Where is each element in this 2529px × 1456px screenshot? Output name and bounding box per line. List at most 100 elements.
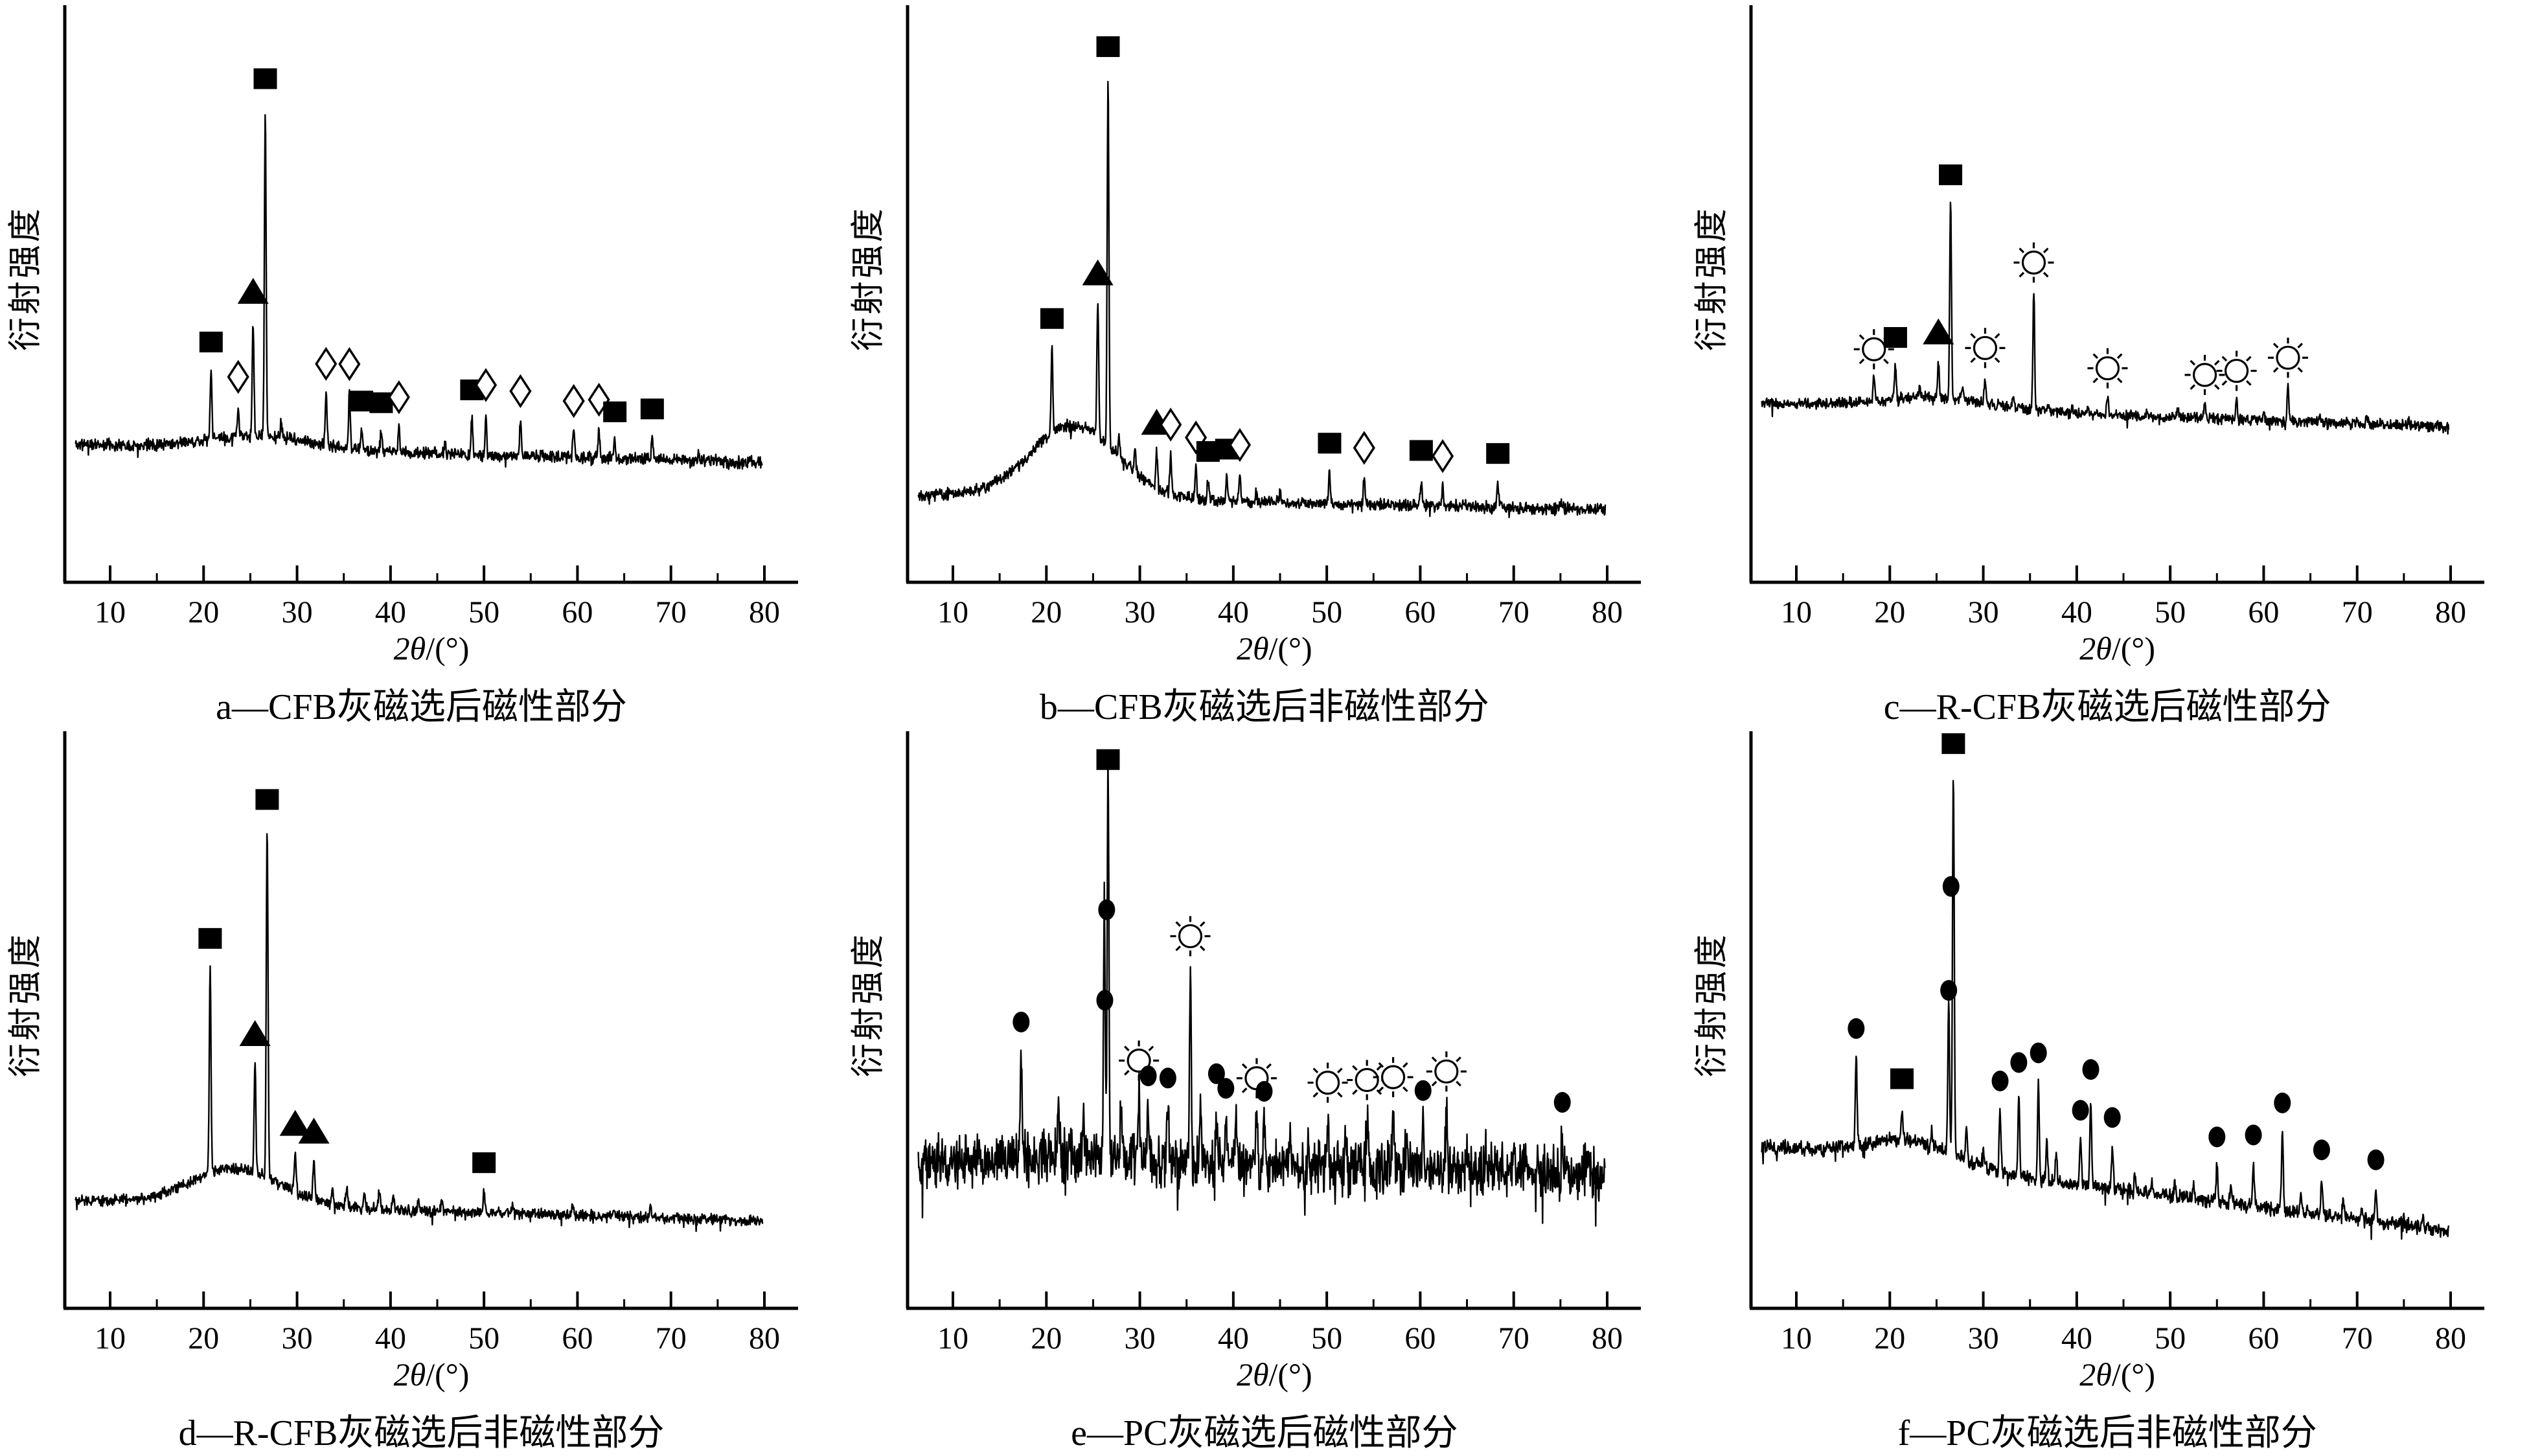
x-tick-label: 10 bbox=[937, 595, 968, 630]
x-tick-label: 20 bbox=[188, 1321, 219, 1356]
marker-sun-icon bbox=[2267, 337, 2308, 378]
marker-sun-icon bbox=[2216, 350, 2257, 391]
x-tick-label: 80 bbox=[1592, 595, 1623, 630]
x-axis-label: 2θ/(°) bbox=[1751, 630, 2484, 667]
xrd-plot-a: 10 20 30 40 50 60 70 80 bbox=[63, 5, 798, 630]
marker-circle-icon bbox=[2273, 1092, 2291, 1113]
y-axis-label: 衍射强度 bbox=[7, 205, 45, 352]
marker-square-icon bbox=[640, 398, 664, 420]
x-axis-label: 2θ/(°) bbox=[908, 1356, 1641, 1393]
marker-circle-icon bbox=[2313, 1139, 2330, 1161]
marker-circle-icon bbox=[2082, 1059, 2100, 1080]
marker-square-icon bbox=[1318, 433, 1342, 454]
subplot-e: 10 20 30 40 50 60 70 80 衍射强度 2θ/(°) e—PC灰磁选后磁性部… bbox=[843, 726, 1686, 1453]
subplot-e-caption: e—PC灰磁选后磁性部分 bbox=[1071, 1413, 1458, 1453]
peak-markers bbox=[1853, 164, 2308, 395]
x-tick-label: 20 bbox=[1874, 595, 1905, 630]
x-tick-label: 60 bbox=[562, 1321, 593, 1356]
marker-square-icon bbox=[198, 927, 222, 949]
x-tick-label: 40 bbox=[375, 1321, 406, 1356]
marker-square-icon bbox=[472, 1152, 496, 1174]
marker-circle-icon bbox=[1942, 876, 1960, 897]
x-tick-label: 50 bbox=[468, 1321, 499, 1356]
peak-markers bbox=[1847, 733, 2385, 1170]
marker-circle-icon bbox=[1096, 990, 1114, 1011]
marker-square-icon bbox=[1890, 1068, 1914, 1089]
y-axis-label: 衍射强度 bbox=[7, 931, 45, 1078]
diffraction-curve bbox=[917, 753, 1607, 1227]
x-tick-label: 40 bbox=[375, 595, 406, 630]
marker-diamond-icon bbox=[387, 380, 410, 415]
x-tick-label: 30 bbox=[1967, 595, 1998, 630]
axes: 10 20 30 40 50 60 70 80 bbox=[1749, 5, 2484, 630]
x-tick-label: 20 bbox=[1874, 1321, 1905, 1356]
x-tick-label: 60 bbox=[2248, 1321, 2279, 1356]
diffraction-curve bbox=[1761, 780, 2449, 1240]
subplot-a-caption: a—CFB灰磁选后磁性部分 bbox=[216, 687, 627, 727]
marker-diamond-icon bbox=[1160, 407, 1182, 442]
x-tick-label: 30 bbox=[1125, 1321, 1156, 1356]
marker-square-icon bbox=[1486, 443, 1510, 464]
y-axis-label: 衍射强度 bbox=[1693, 931, 1731, 1078]
x-axis-label-symbol: 2θ bbox=[1236, 1356, 1269, 1393]
x-axis-label-unit: /(°) bbox=[1268, 630, 1312, 666]
axes: 10 20 30 40 50 60 70 80 bbox=[906, 731, 1642, 1356]
marker-triangle-icon bbox=[1922, 318, 1954, 345]
x-tick-label: 80 bbox=[749, 595, 780, 630]
marker-sun-icon bbox=[1170, 916, 1211, 957]
x-tick-label: 70 bbox=[1498, 1321, 1529, 1356]
x-axis-label-symbol: 2θ bbox=[1236, 630, 1269, 666]
x-tick-label: 30 bbox=[1125, 595, 1156, 630]
axes: 10 20 30 40 50 60 70 80 bbox=[1749, 731, 2484, 1356]
x-tick-label: 50 bbox=[468, 595, 499, 630]
xrd-plot-c: 10 20 30 40 50 60 70 80 bbox=[1749, 5, 2484, 630]
marker-diamond-icon bbox=[1229, 427, 1252, 462]
x-tick-label: 50 bbox=[2155, 1321, 2186, 1356]
x-axis-label-symbol: 2θ bbox=[2079, 630, 2112, 666]
marker-sun-icon bbox=[2013, 242, 2054, 283]
x-tick-label: 20 bbox=[1031, 1321, 1062, 1356]
x-tick-label: 10 bbox=[1781, 1321, 1812, 1356]
xrd-plot-e: 10 20 30 40 50 60 70 80 bbox=[906, 731, 1642, 1356]
y-axis-label: 衍射强度 bbox=[850, 931, 887, 1078]
marker-diamond-icon bbox=[227, 359, 249, 394]
marker-circle-icon bbox=[1255, 1080, 1273, 1102]
axes: 10 20 30 40 50 60 70 80 bbox=[63, 5, 798, 630]
x-axis-label-unit: /(°) bbox=[426, 630, 470, 666]
x-tick-label: 40 bbox=[1218, 1321, 1249, 1356]
x-tick-label: 50 bbox=[2155, 595, 2186, 630]
marker-sun-icon bbox=[1853, 329, 1894, 370]
x-axis-label: 2θ/(°) bbox=[908, 630, 1641, 667]
marker-square-icon bbox=[253, 68, 277, 89]
marker-circle-icon bbox=[2103, 1107, 2121, 1128]
x-tick-label: 30 bbox=[1967, 1321, 1998, 1356]
marker-diamond-icon bbox=[474, 368, 498, 402]
xrd-plot-f: 10 20 30 40 50 60 70 80 bbox=[1749, 731, 2484, 1356]
diffraction-curve bbox=[917, 80, 1607, 519]
x-tick-label: 40 bbox=[2061, 595, 2092, 630]
xrd-plot-d: 10 20 30 40 50 60 70 80 bbox=[63, 731, 798, 1356]
marker-diamond-icon bbox=[1432, 439, 1454, 473]
marker-square-icon bbox=[199, 332, 223, 353]
marker-circle-icon bbox=[2367, 1149, 2385, 1170]
y-axis-label: 衍射强度 bbox=[850, 205, 887, 352]
marker-diamond-icon bbox=[1353, 431, 1376, 465]
x-tick-label: 70 bbox=[2341, 595, 2372, 630]
x-axis-label-unit: /(°) bbox=[426, 1356, 470, 1393]
subplot-b: 10 20 30 40 50 60 70 80 衍射强度 2θ/(°) b—CFB灰磁选后非磁… bbox=[843, 0, 1686, 727]
subplot-d: 10 20 30 40 50 60 70 80 衍射强度 2θ/(°) d—R-CFB灰磁选后… bbox=[0, 726, 843, 1453]
subplot-c: 10 20 30 40 50 60 70 80 衍射强度 2θ/(°) c—R-CFB灰磁选后… bbox=[1686, 0, 2529, 727]
marker-diamond-icon bbox=[509, 374, 532, 409]
x-axis-label-unit: /(°) bbox=[2111, 1356, 2156, 1393]
x-tick-label: 40 bbox=[2061, 1321, 2092, 1356]
marker-circle-icon bbox=[2030, 1042, 2047, 1064]
x-tick-label: 20 bbox=[1031, 595, 1062, 630]
x-tick-label: 60 bbox=[2248, 595, 2279, 630]
marker-circle-icon bbox=[1098, 899, 1116, 920]
x-axis-label-symbol: 2θ bbox=[2079, 1356, 2112, 1393]
x-tick-label: 80 bbox=[749, 1321, 780, 1356]
x-tick-label: 30 bbox=[282, 595, 313, 630]
xrd-plot-b: 10 20 30 40 50 60 70 80 bbox=[906, 5, 1642, 630]
x-tick-label: 70 bbox=[656, 1321, 687, 1356]
diffraction-curve bbox=[74, 114, 763, 470]
